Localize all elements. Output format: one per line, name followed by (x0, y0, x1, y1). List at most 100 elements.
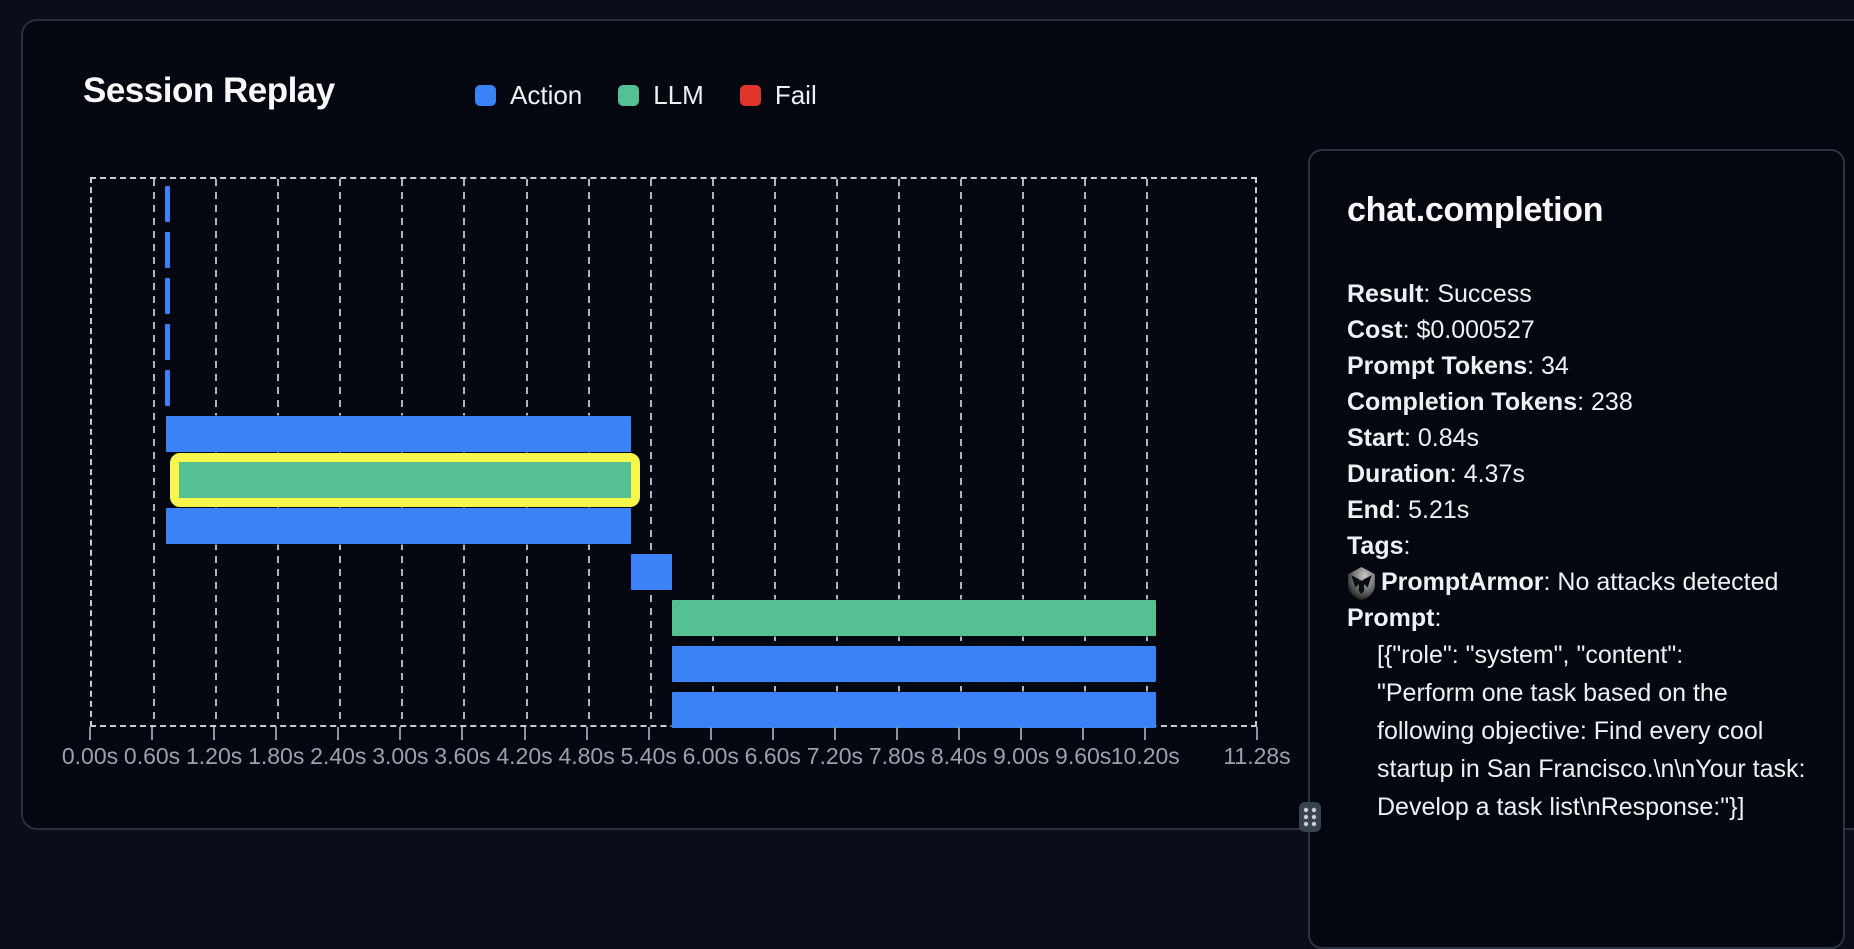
timeline-bar[interactable] (165, 278, 170, 314)
action-swatch (475, 84, 496, 106)
separator: : (1423, 280, 1438, 308)
event-fields: Result: Success Cost: $0.000527 Prompt Tok… (1347, 276, 1805, 600)
gridline (153, 179, 156, 725)
gridline (835, 179, 838, 725)
field-label: Result (1347, 280, 1424, 308)
legend-label: Fail (774, 79, 817, 110)
axis-tick-label: 10.20s (1110, 743, 1180, 769)
gridline (1022, 179, 1025, 725)
gridline (401, 179, 404, 725)
axis-tick (523, 727, 526, 740)
chart-legend: Action LLM Fail (475, 79, 817, 111)
gridline (649, 179, 652, 725)
separator: : (1527, 352, 1542, 380)
field-value: 238 (1591, 388, 1633, 416)
gridline (277, 179, 280, 725)
timeline-bar-selected[interactable] (169, 453, 640, 507)
field-label: Tags (1347, 532, 1404, 560)
field-value: 0.84s (1417, 424, 1480, 452)
axis-tick-label: 8.40s (930, 743, 988, 769)
axis-tick-label: 4.80s (558, 743, 615, 769)
field-prompt-tokens: Prompt Tokens: 34 (1347, 348, 1805, 384)
axis-tick (1144, 727, 1147, 740)
prompt-line: startup in San Francisco.\n\nYour task: (1377, 755, 1806, 783)
field-value: 5.21s (1408, 496, 1470, 524)
axis-tick (709, 727, 712, 740)
axis-tick-label: 9.60s (1055, 743, 1112, 769)
axis-tick-label: 6.00s (682, 743, 739, 769)
field-value: $0.000527 (1416, 316, 1535, 344)
field-result: Result: Success (1347, 276, 1805, 312)
separator: : (1394, 496, 1409, 524)
axis-tick (833, 727, 836, 740)
field-label: Duration (1347, 460, 1450, 488)
gridline (1146, 179, 1149, 725)
card-drag-handle[interactable] (1298, 801, 1322, 833)
prompt-line: [{"role": "system", "content": (1377, 641, 1684, 669)
timeline-bar[interactable] (672, 646, 1156, 682)
timeline-bar[interactable] (166, 416, 631, 452)
separator: : (1402, 316, 1417, 344)
gridline (1084, 179, 1087, 725)
timeline-bar[interactable] (672, 600, 1156, 636)
gridline (525, 179, 528, 725)
field-cost: Cost: $0.000527 (1347, 312, 1805, 348)
axis-tick-label: 3.60s (434, 743, 491, 769)
field-label: Completion Tokens (1347, 388, 1578, 416)
axis-tick (275, 727, 278, 740)
timeline-bar[interactable] (165, 324, 170, 360)
axis-tick-label: 1.80s (248, 743, 305, 769)
axis-tick-label: 0.00s (61, 743, 119, 769)
axis-tick (151, 727, 154, 740)
axis-tick-label: 3.00s (372, 743, 429, 769)
fail-swatch (739, 84, 761, 106)
field-completion-tokens: Completion Tokens: 238 (1347, 384, 1805, 420)
promptarmor-shield-icon (1348, 566, 1375, 600)
gridline (215, 179, 218, 725)
timeline-bar[interactable] (631, 554, 673, 590)
field-value: Success (1437, 280, 1532, 308)
timeline-bar[interactable] (672, 692, 1156, 728)
timeline-bar[interactable] (166, 508, 631, 544)
field-promptarmor: PromptArmor: No attacks detected (1347, 564, 1805, 600)
legend-item-fail[interactable]: Fail (739, 79, 817, 111)
timeline-bar[interactable] (165, 370, 170, 406)
field-tags: Tags: (1347, 528, 1805, 564)
legend-item-llm[interactable]: LLM (618, 80, 704, 111)
timeline-bar[interactable] (165, 232, 170, 268)
axis-tick (1082, 727, 1085, 740)
field-label: Cost (1347, 316, 1403, 344)
gridline (960, 179, 963, 725)
axis-tick-label: 5.40s (620, 743, 677, 769)
session-replay-screen: { "header": { "title": "Session Replay" … (21, 19, 1854, 949)
axis-tick (958, 727, 961, 740)
separator: : (1543, 568, 1558, 596)
axis-tick (89, 727, 91, 740)
x-axis: 0.00s 0.60s 1.20s 1.80s 2.40s 3.00s 3.60s 4.20s… (62, 727, 1291, 773)
legend-item-action[interactable]: Action (475, 80, 582, 111)
axis-tick (1256, 727, 1258, 740)
axis-tick (213, 727, 216, 740)
axis-tick-label: 2.40s (310, 743, 367, 769)
llm-swatch (618, 84, 640, 106)
prompt-line: "Perform one task based on the (1377, 679, 1728, 707)
axis-tick (1020, 727, 1023, 740)
plot-area (90, 177, 1257, 728)
separator: : (1449, 460, 1464, 488)
gridline (773, 179, 776, 725)
timeline-bar[interactable] (165, 186, 170, 222)
axis-tick (647, 727, 650, 740)
field-label: PromptArmor (1381, 568, 1544, 596)
separator: : (1434, 604, 1442, 632)
axis-tick-label: 9.00s (992, 743, 1050, 769)
separator: : (1403, 532, 1411, 560)
axis-tick-label: 6.60s (744, 743, 801, 769)
axis-tick-label: 11.28s (1223, 743, 1291, 769)
prompt-line: Develop a task list\nResponse:"}] (1377, 793, 1745, 821)
axis-tick (771, 727, 774, 740)
field-value: 34 (1541, 352, 1569, 380)
legend-label: Action (510, 79, 583, 110)
field-value: 4.37s (1463, 460, 1525, 488)
gridline (339, 179, 342, 725)
page-title: Session Replay (83, 71, 335, 110)
